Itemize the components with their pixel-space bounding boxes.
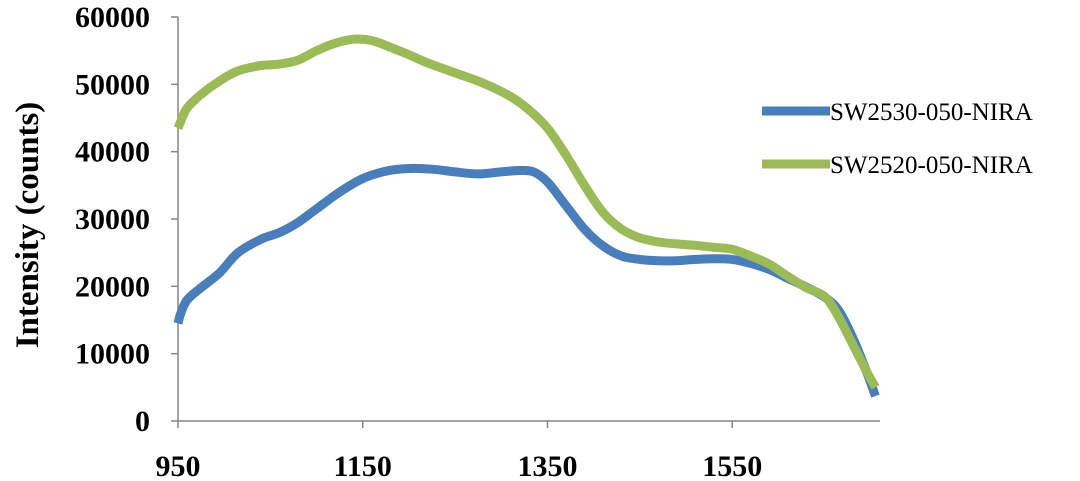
x-tick-label: 1550 <box>702 450 762 481</box>
x-tick-label: 1150 <box>334 450 392 481</box>
y-axis-title: Intensity (counts) <box>10 102 46 349</box>
legend-label-1: SW2530-050-NIRA <box>830 99 1033 126</box>
series-line-1 <box>173 163 880 398</box>
series-lines <box>173 34 880 398</box>
y-tick-label: 10000 <box>75 338 150 371</box>
y-tick-label: 60000 <box>75 1 150 34</box>
series-line-2 <box>173 34 880 390</box>
x-tick-label: 950 <box>156 450 201 481</box>
legend: SW2530-050-NIRA SW2520-050-NIRA <box>762 99 1033 179</box>
legend-label-2: SW2520-050-NIRA <box>830 152 1033 179</box>
y-tick-label: 30000 <box>75 203 150 236</box>
y-tick-label: 20000 <box>75 270 150 303</box>
x-tick-label: 1350 <box>517 450 577 481</box>
y-tick-label: 0 <box>135 405 150 438</box>
y-tick-label: 40000 <box>75 136 150 169</box>
x-axis-ticks: 950 1150 1350 1550 <box>156 421 762 481</box>
y-tick-label: 50000 <box>75 68 150 101</box>
y-axis-ticks: 0 10000 20000 30000 40000 50000 60000 <box>75 1 178 438</box>
